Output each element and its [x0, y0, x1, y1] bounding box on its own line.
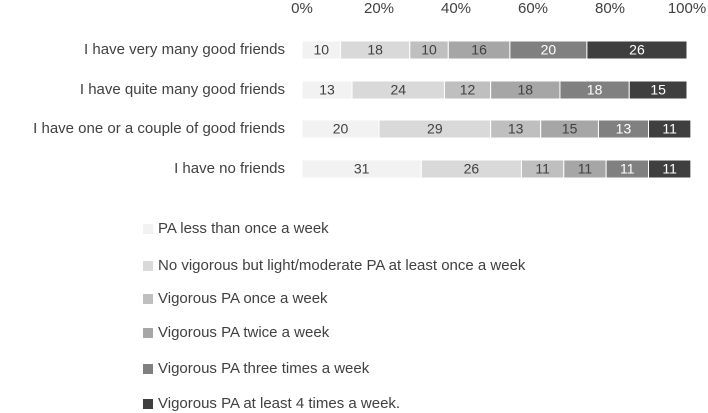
legend-swatch	[143, 328, 153, 338]
legend-label: PA less than once a week	[158, 220, 329, 237]
data-label: 20	[333, 121, 349, 137]
data-label: 13	[616, 121, 632, 137]
legend-label: Vigorous PA three times a week	[158, 360, 370, 377]
category-label: I have quite many good friends	[80, 81, 285, 98]
x-tick-label: 100%	[668, 0, 706, 17]
x-tick-label: 80%	[595, 0, 625, 17]
data-label: 10	[421, 42, 437, 58]
data-label: 26	[464, 161, 480, 177]
legend-swatch	[143, 224, 153, 234]
legend-label: Vigorous PA once a week	[158, 290, 328, 307]
data-label: 29	[427, 121, 443, 137]
data-label: 16	[471, 42, 487, 58]
data-label: 13	[319, 82, 335, 98]
legend-label: No vigorous but light/moderate PA at lea…	[158, 257, 526, 274]
data-label: 11	[662, 121, 677, 137]
legend-swatch	[143, 261, 153, 271]
data-label: 11	[578, 161, 593, 177]
x-tick-label: 0%	[291, 0, 313, 17]
x-tick-label: 40%	[441, 0, 471, 17]
legend-swatch	[143, 294, 153, 304]
x-tick-label: 20%	[364, 0, 394, 17]
data-label: 12	[460, 82, 476, 98]
bar-segment	[628, 80, 688, 100]
data-label: 13	[508, 121, 524, 137]
data-label: 10	[313, 42, 329, 58]
data-label: 26	[629, 42, 645, 58]
x-tick-label: 60%	[518, 0, 548, 17]
data-label: 18	[367, 42, 383, 58]
bar-segment	[648, 119, 692, 139]
bar-segment	[648, 159, 692, 179]
data-label: 31	[354, 161, 370, 177]
legend-swatch	[143, 399, 153, 409]
category-label: I have one or a couple of good friends	[33, 120, 285, 137]
data-label: 18	[587, 82, 603, 98]
legend-label: Vigorous PA at least 4 times a week.	[158, 395, 400, 412]
category-label: I have very many good friends	[84, 41, 285, 58]
data-label: 24	[390, 82, 406, 98]
data-label: 20	[541, 42, 557, 58]
data-label: 15	[650, 82, 666, 98]
data-label: 11	[620, 161, 635, 177]
legend-swatch	[143, 364, 153, 374]
bar-segment	[586, 40, 688, 60]
data-label: 18	[518, 82, 534, 98]
data-label: 11	[535, 161, 550, 177]
data-label: 15	[562, 121, 578, 137]
data-label: 11	[662, 161, 677, 177]
legend-label: Vigorous PA twice a week	[158, 324, 330, 341]
category-label: I have no friends	[174, 160, 285, 177]
